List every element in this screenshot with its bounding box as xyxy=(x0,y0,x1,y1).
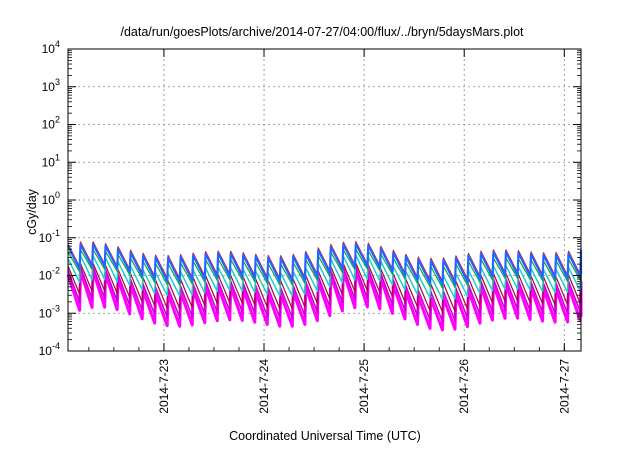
y-tick-label: 101 xyxy=(42,152,60,169)
plot-frame xyxy=(67,48,582,352)
y-axis-label: cGy/day xyxy=(25,188,39,235)
y-tick-label: 104 xyxy=(42,39,60,56)
x-tick-label: 2014-7-23 xyxy=(157,359,171,414)
x-ticks: 2014-7-23 2014-7-24 2014-7-25 2014-7-26 2014… xyxy=(88,49,571,414)
data-series xyxy=(66,241,583,332)
y-tick-label: 102 xyxy=(42,115,60,132)
y-tick-label: 10-3 xyxy=(39,303,60,320)
series-line xyxy=(67,242,583,286)
x-tick-label: 2014-7-25 xyxy=(357,359,371,414)
x-tick-label: 2014-7-24 xyxy=(257,359,271,414)
y-tick-label: 10-4 xyxy=(39,341,60,358)
x-tick-label: 2014-7-26 xyxy=(457,359,471,414)
chart-title: /data/run/goesPlots/archive/2014-07-27/0… xyxy=(120,25,524,39)
y-tick-label: 10-2 xyxy=(39,266,60,283)
y-tick-label: 100 xyxy=(42,190,60,207)
x-axis-label: Coordinated Universal Time (UTC) xyxy=(229,429,421,443)
y-tick-label: 103 xyxy=(42,77,60,94)
x-tick-label: 2014-7-27 xyxy=(557,359,571,414)
y-tick-label: 10-1 xyxy=(39,228,60,245)
